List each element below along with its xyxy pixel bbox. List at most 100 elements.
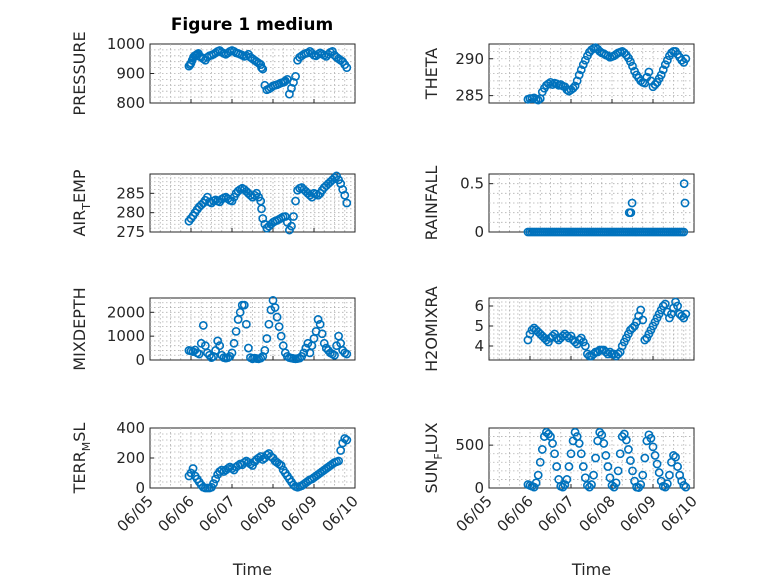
- data-point: [636, 305, 646, 315]
- y-tick-label: 0.5: [460, 175, 484, 193]
- data-point: [648, 442, 658, 452]
- data-point: [305, 190, 315, 200]
- data-point: [211, 474, 220, 484]
- data-point: [188, 464, 198, 473]
- data-point: [673, 462, 682, 471]
- data-point: [603, 462, 613, 471]
- y-axis-label-tail: LUX: [422, 422, 441, 453]
- y-tick-label: 1000: [107, 35, 145, 53]
- data-point: [646, 433, 656, 443]
- data-point: [209, 479, 218, 488]
- data-point: [576, 449, 586, 459]
- data-point: [601, 451, 611, 460]
- data-point: [599, 439, 609, 448]
- data-point: [589, 470, 598, 480]
- data-point: [580, 341, 590, 351]
- subplot-pressure: 800 900 1000 PRESSURE: [70, 31, 356, 116]
- y-tick-label: 0: [135, 479, 145, 497]
- data-point: [681, 482, 691, 492]
- data-point: [626, 57, 635, 67]
- y-axis-label: AIRTEMP: [70, 169, 93, 236]
- data-point: [583, 481, 592, 490]
- data-point: [679, 179, 689, 189]
- data-point: [611, 478, 621, 488]
- y-axis-label-main: AIR: [70, 210, 89, 237]
- data-point: [680, 198, 690, 208]
- data-point: [609, 482, 619, 492]
- subplot-rainfall: 0 0.5 RAINFALL: [422, 166, 695, 241]
- data-point: [605, 473, 615, 483]
- y-tick-label: 0: [474, 223, 484, 241]
- data-point: [213, 336, 223, 346]
- x-tick-label: 06/10: [658, 492, 701, 535]
- data-point: [334, 456, 343, 466]
- data-point: [626, 208, 636, 218]
- data-point: [613, 466, 623, 476]
- data-point: [239, 300, 249, 310]
- data-point: [636, 480, 646, 489]
- data-point: [276, 331, 286, 341]
- data-point: [574, 70, 584, 80]
- data-point: [560, 480, 570, 489]
- data-point: [658, 65, 668, 75]
- data-point: [342, 435, 352, 445]
- y-tick-label: 200: [116, 449, 145, 467]
- data-point: [570, 81, 580, 91]
- data-point: [291, 72, 300, 81]
- y-axis-label-main: TERR: [70, 451, 89, 494]
- data-point: [205, 350, 214, 360]
- y-axis-label: MIXDEPTH: [70, 287, 89, 370]
- y-axis-label: PRESSURE: [70, 31, 89, 115]
- data-point: [669, 451, 678, 460]
- data-point: [589, 349, 598, 359]
- data-point: [270, 303, 280, 312]
- y-axis-label: RAINFALL: [422, 166, 441, 241]
- data-point: [591, 453, 600, 463]
- data-point: [677, 476, 687, 486]
- data-point: [287, 221, 296, 231]
- data-point: [241, 319, 251, 329]
- x-tick-label: 06/06: [494, 492, 537, 535]
- data-point: [671, 452, 680, 462]
- data-point: [656, 70, 666, 80]
- data-point: [299, 348, 309, 358]
- y-axis-label-tail: EMP: [70, 169, 89, 203]
- y-tick-label: 2000: [107, 303, 145, 321]
- data-point: [198, 321, 208, 330]
- data-point: [194, 349, 204, 359]
- data-point: [640, 453, 650, 463]
- y-tick-label: 900: [116, 65, 145, 83]
- data-point: [260, 346, 270, 355]
- data-point: [229, 338, 239, 348]
- data-point: [574, 335, 584, 345]
- y-tick-label: 0: [474, 479, 484, 497]
- data-point: [627, 198, 637, 208]
- data-point: [580, 55, 590, 65]
- data-point: [550, 449, 559, 459]
- data-point: [662, 479, 672, 489]
- x-tick-label: 06/05: [114, 492, 157, 535]
- data-point: [624, 445, 633, 454]
- data-point: [621, 435, 631, 445]
- x-tick-label: 06/08: [237, 492, 280, 535]
- data-point: [652, 459, 662, 469]
- y-axis-label: H2OMIXRA: [422, 286, 441, 372]
- data-point: [315, 319, 325, 329]
- data-point: [603, 51, 613, 61]
- data-point: [289, 212, 298, 221]
- data-point: [276, 461, 286, 470]
- data-point: [681, 54, 691, 64]
- data-point: [317, 329, 327, 339]
- data-point: [256, 353, 266, 363]
- y-tick-label: 500: [455, 436, 484, 454]
- y-axis-label-subscript: M: [80, 442, 93, 452]
- data-point: [257, 204, 266, 214]
- data-point: [568, 83, 578, 93]
- data-point: [544, 79, 553, 89]
- data-point: [342, 198, 352, 208]
- figure-title: Figure 1 medium: [171, 15, 333, 35]
- data-point: [552, 462, 562, 471]
- data-point: [677, 311, 687, 321]
